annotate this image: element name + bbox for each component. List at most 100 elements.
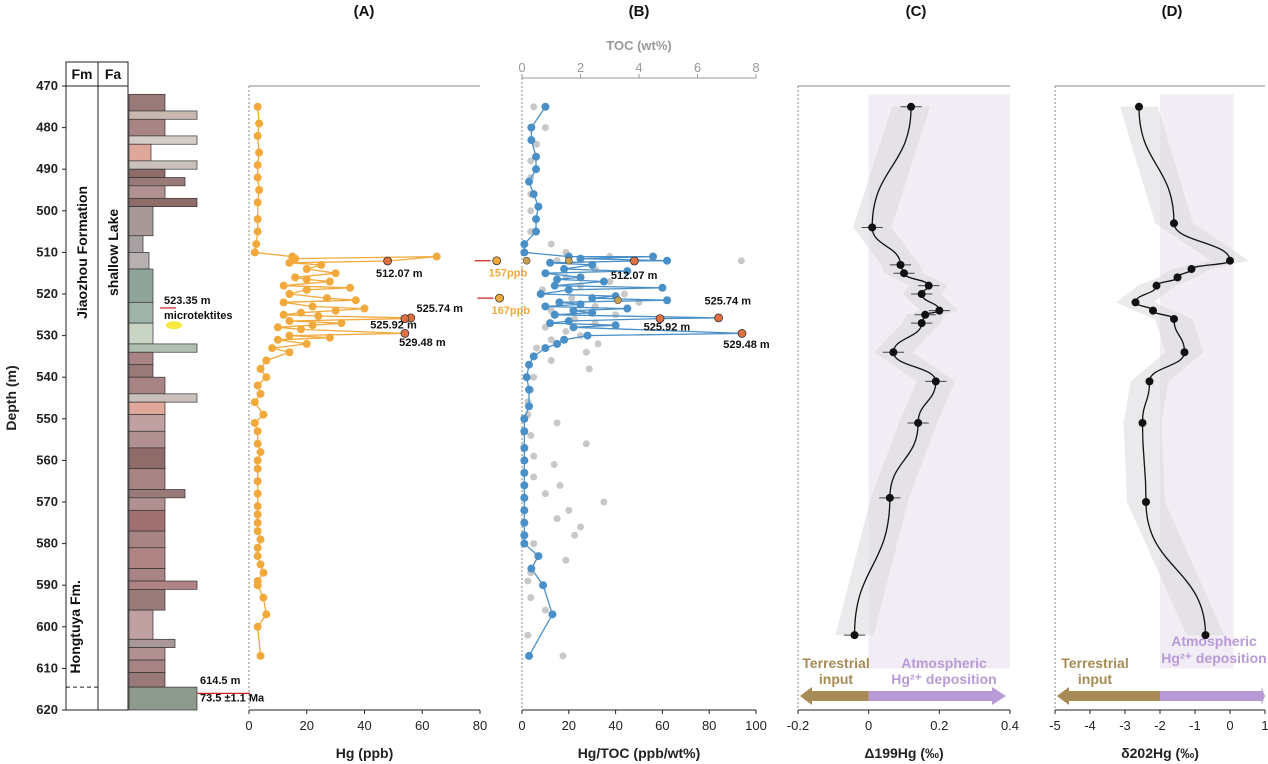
hgtoc-point: [520, 531, 529, 540]
lithology-bed: [128, 235, 144, 253]
lithology-bed: [128, 609, 154, 640]
lithology-bed: [128, 135, 198, 145]
toc-point: [541, 606, 549, 614]
inset-label: 157ppb: [489, 268, 528, 280]
lithology-bed: [128, 530, 166, 549]
hg-point: [253, 102, 262, 111]
panelC-point: [900, 269, 908, 278]
toc-axis-title: TOC (wt%): [606, 38, 671, 53]
hg-point: [256, 364, 265, 373]
panelD-point: [1226, 256, 1234, 265]
toc-highlight: [522, 256, 531, 265]
lithology-bed: [128, 393, 198, 403]
lithology-bed: [128, 647, 166, 661]
depth-axis-title: Depth (m): [3, 365, 19, 430]
hg-point: [308, 321, 317, 330]
hgtoc-point: [541, 344, 550, 353]
lithology-bed: [128, 185, 166, 199]
toc-point: [533, 344, 541, 352]
toc-point: [530, 452, 538, 460]
hgtoc-point: [611, 321, 620, 330]
hgtoc-point: [623, 304, 632, 313]
hg-point: [253, 502, 262, 511]
panelD-point: [1145, 377, 1154, 386]
toc-point: [527, 594, 535, 602]
depth-tick-label: 570: [36, 494, 58, 509]
depth-tick-label: 520: [36, 286, 58, 301]
hgtoc-point: [520, 468, 529, 477]
toc-point: [568, 294, 576, 302]
hg-point: [285, 348, 294, 357]
hg-point: [253, 227, 262, 236]
hg-line: [254, 106, 437, 656]
panelD-point: [1173, 273, 1182, 282]
inset-point: [492, 256, 502, 266]
toc-tick-label: 8: [752, 60, 759, 75]
hg-point: [285, 317, 294, 326]
panelC-point: [885, 493, 894, 502]
lithology-bed: [128, 252, 150, 270]
toc-tick-label: 0: [518, 60, 525, 75]
hg-point: [255, 186, 264, 194]
strat-column: Fm Fa Jiaozhou Formation Hongtuya Fm. shallo…: [65, 61, 265, 711]
panelD-xtick-label: -2: [1154, 718, 1166, 733]
hgtoc-point: [663, 256, 672, 265]
hgtoc-highlight: [714, 313, 723, 323]
hg-label-52592: 525.92 m: [370, 320, 417, 332]
lithology-bed: [128, 447, 166, 470]
inset-point: [495, 293, 504, 303]
hg-point: [273, 323, 282, 332]
hg-highlight: [383, 256, 393, 266]
boundary-depth: 614.5 m: [200, 675, 241, 687]
panel-a-xlabel: Hg (ppb): [336, 745, 394, 761]
toc-point: [547, 357, 555, 365]
lithology-bed: [128, 376, 166, 395]
toc-point: [582, 348, 590, 356]
panelC-point: [935, 306, 944, 315]
hg-point: [432, 252, 441, 261]
hgtoc-point: [560, 265, 569, 274]
panelD-curve: [1134, 106, 1231, 636]
toc-point: [562, 556, 570, 564]
toc-point: [553, 419, 561, 427]
boundary-age: 73.5 ±1.1 Ma: [200, 693, 265, 705]
hg-point: [253, 477, 262, 486]
panelD-point: [1180, 348, 1189, 357]
lithology-bed: [128, 118, 166, 137]
toc-point: [571, 531, 579, 539]
lithology-bed: [128, 343, 198, 353]
hg-point: [253, 456, 262, 465]
lithology-bed: [128, 143, 152, 162]
depth-tick-label: 620: [36, 702, 58, 717]
hg-point: [325, 333, 334, 342]
hg-point: [253, 439, 262, 448]
toc-tick-label: 6: [694, 60, 701, 75]
panelD-point: [1149, 306, 1157, 315]
panel-c-terrestrial-label-1: Terrestrial: [802, 655, 869, 671]
panelD-xtick-label: -1: [1189, 718, 1201, 733]
lithology-bed: [128, 414, 166, 432]
hgtoc-point: [541, 302, 550, 311]
hg-point: [253, 581, 262, 590]
hg-point: [256, 448, 265, 457]
depth-tick-label: 480: [36, 120, 58, 135]
hgtoc-point: [539, 581, 548, 590]
panel-a-xtick-label: 60: [415, 718, 429, 733]
hg-point: [250, 248, 259, 257]
panelC-point: [896, 260, 905, 269]
hg-point: [253, 173, 262, 182]
hgtoc-point: [525, 360, 534, 369]
panel-a-xtick-label: 20: [300, 718, 314, 733]
panel-c-terrestrial-arrow: [800, 687, 869, 705]
hg-point: [259, 568, 268, 577]
depth-tick-label: 560: [36, 452, 58, 467]
depth-tick-label: 500: [36, 203, 58, 218]
panelD-point: [1135, 102, 1143, 111]
hgtoc-point: [520, 240, 529, 249]
toc-point: [600, 498, 608, 506]
hg-point: [291, 254, 300, 263]
hg-label-51207: 512.07 m: [376, 268, 423, 280]
hg-point: [337, 319, 346, 328]
hg-label-52574: 525.74 m: [416, 303, 463, 315]
